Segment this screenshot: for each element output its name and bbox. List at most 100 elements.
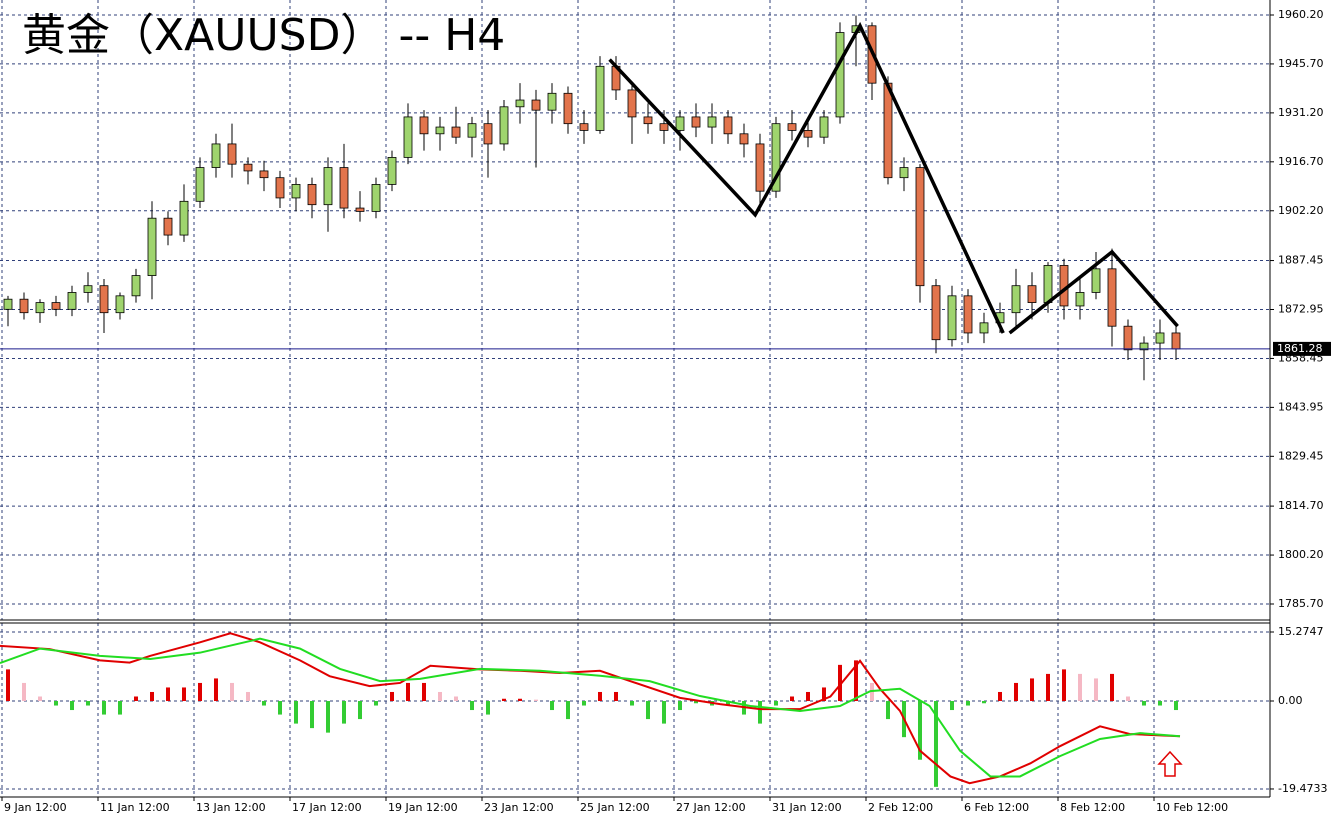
- candle-body: [131, 275, 141, 297]
- candle-body: [115, 295, 125, 314]
- candle-body: [243, 163, 253, 172]
- y-tick-label: -19.4733: [1278, 782, 1327, 795]
- histogram-bar: [390, 691, 394, 702]
- histogram-bar: [134, 696, 138, 702]
- histogram-bar: [726, 701, 730, 706]
- candle-body: [83, 285, 93, 293]
- histogram-bar: [1158, 701, 1162, 706]
- candle-body: [819, 116, 829, 138]
- x-tick-label: 2 Feb 12:00: [868, 801, 933, 814]
- candle-body: [291, 184, 301, 199]
- histogram-bar: [406, 682, 410, 702]
- candle-body: [803, 130, 813, 138]
- histogram-bar: [6, 669, 10, 702]
- histogram-bar: [598, 691, 602, 702]
- y-tick-label: 1902.20: [1278, 204, 1324, 217]
- candle-body: [275, 177, 285, 199]
- candle-body: [531, 99, 541, 111]
- histogram-bar: [662, 701, 666, 724]
- histogram-bar: [454, 696, 458, 702]
- histogram-bar: [966, 701, 970, 706]
- histogram-bar: [310, 701, 314, 729]
- histogram-bar: [582, 701, 586, 706]
- candle-body: [691, 116, 701, 128]
- x-tick-label: 11 Jan 12:00: [100, 801, 170, 814]
- histogram-bar: [614, 691, 618, 702]
- histogram-bar: [278, 701, 282, 715]
- candle-body: [1091, 268, 1101, 293]
- histogram-bar: [566, 701, 570, 720]
- y-tick-label: 1960.20: [1278, 8, 1324, 21]
- candle-body: [563, 92, 573, 125]
- candle-body: [195, 167, 205, 202]
- histogram-bar: [1078, 673, 1082, 702]
- histogram-bar: [214, 678, 218, 702]
- histogram-bar: [534, 699, 538, 702]
- histogram-bar: [102, 701, 106, 715]
- histogram-bar: [790, 696, 794, 702]
- candle-body: [355, 207, 365, 212]
- candle-body: [659, 123, 669, 131]
- histogram-bar: [246, 691, 250, 702]
- histogram-bar: [550, 701, 554, 711]
- candle-body: [19, 298, 29, 314]
- candle-body: [1027, 285, 1037, 303]
- y-tick-label: 1931.20: [1278, 106, 1324, 119]
- histogram-bar: [806, 691, 810, 702]
- histogram-bar: [998, 691, 1002, 702]
- histogram-bar: [70, 701, 74, 711]
- histogram-bar: [486, 701, 490, 715]
- candle-body: [227, 143, 237, 165]
- histogram-bar: [422, 682, 426, 702]
- histogram-bar: [502, 698, 506, 702]
- histogram-bar: [182, 687, 186, 702]
- histogram-bar: [358, 701, 362, 720]
- trend-line: [608, 21, 1005, 334]
- histogram-bar: [166, 687, 170, 702]
- histogram-bar: [230, 682, 234, 702]
- candle-body: [179, 200, 189, 236]
- y-tick-label: 1916.70: [1278, 155, 1324, 168]
- histogram-bar: [1142, 701, 1146, 706]
- candle-body: [371, 184, 381, 212]
- last-price-label: 1861.28: [1277, 342, 1323, 355]
- histogram-bar: [374, 701, 378, 706]
- last-price-box: [1273, 341, 1331, 356]
- candle-body: [627, 89, 637, 118]
- candle-body: [723, 116, 733, 135]
- y-tick-label: 15.2747: [1278, 625, 1324, 638]
- candle-body: [643, 116, 653, 125]
- y-tick-label: 1872.95: [1278, 302, 1324, 315]
- histogram-bar: [1014, 682, 1018, 702]
- histogram-bar: [870, 682, 874, 702]
- x-tick-label: 27 Jan 12:00: [676, 801, 746, 814]
- candle-body: [499, 106, 509, 145]
- candle-body: [51, 302, 61, 310]
- candle-body: [323, 167, 333, 206]
- histogram-bar: [630, 701, 634, 706]
- y-tick-label: 1945.70: [1278, 57, 1324, 70]
- histogram-bar: [294, 701, 298, 724]
- histogram-bar: [822, 687, 826, 702]
- x-tick-label: 31 Jan 12:00: [772, 801, 842, 814]
- histogram-bar: [470, 701, 474, 711]
- histogram-bar: [54, 701, 58, 706]
- y-tick-label: 1785.70: [1278, 597, 1324, 610]
- macd-line: [0, 632, 1181, 785]
- histogram-bar: [1174, 701, 1178, 711]
- candle-body: [403, 116, 413, 158]
- candle-body: [163, 217, 173, 236]
- candle-body: [739, 133, 749, 145]
- candle-body: [1139, 342, 1149, 351]
- candle-body: [755, 143, 765, 192]
- histogram-bar: [118, 701, 122, 715]
- chart-title: 黄金（XAUUSD） -- H4: [22, 10, 505, 61]
- histogram-bar: [854, 660, 858, 702]
- candle-body: [515, 99, 525, 108]
- histogram-bar: [678, 701, 682, 711]
- candle-body: [1107, 268, 1117, 327]
- histogram-bar: [1062, 669, 1066, 702]
- x-tick-label: 8 Feb 12:00: [1060, 801, 1125, 814]
- candle-body: [915, 167, 925, 287]
